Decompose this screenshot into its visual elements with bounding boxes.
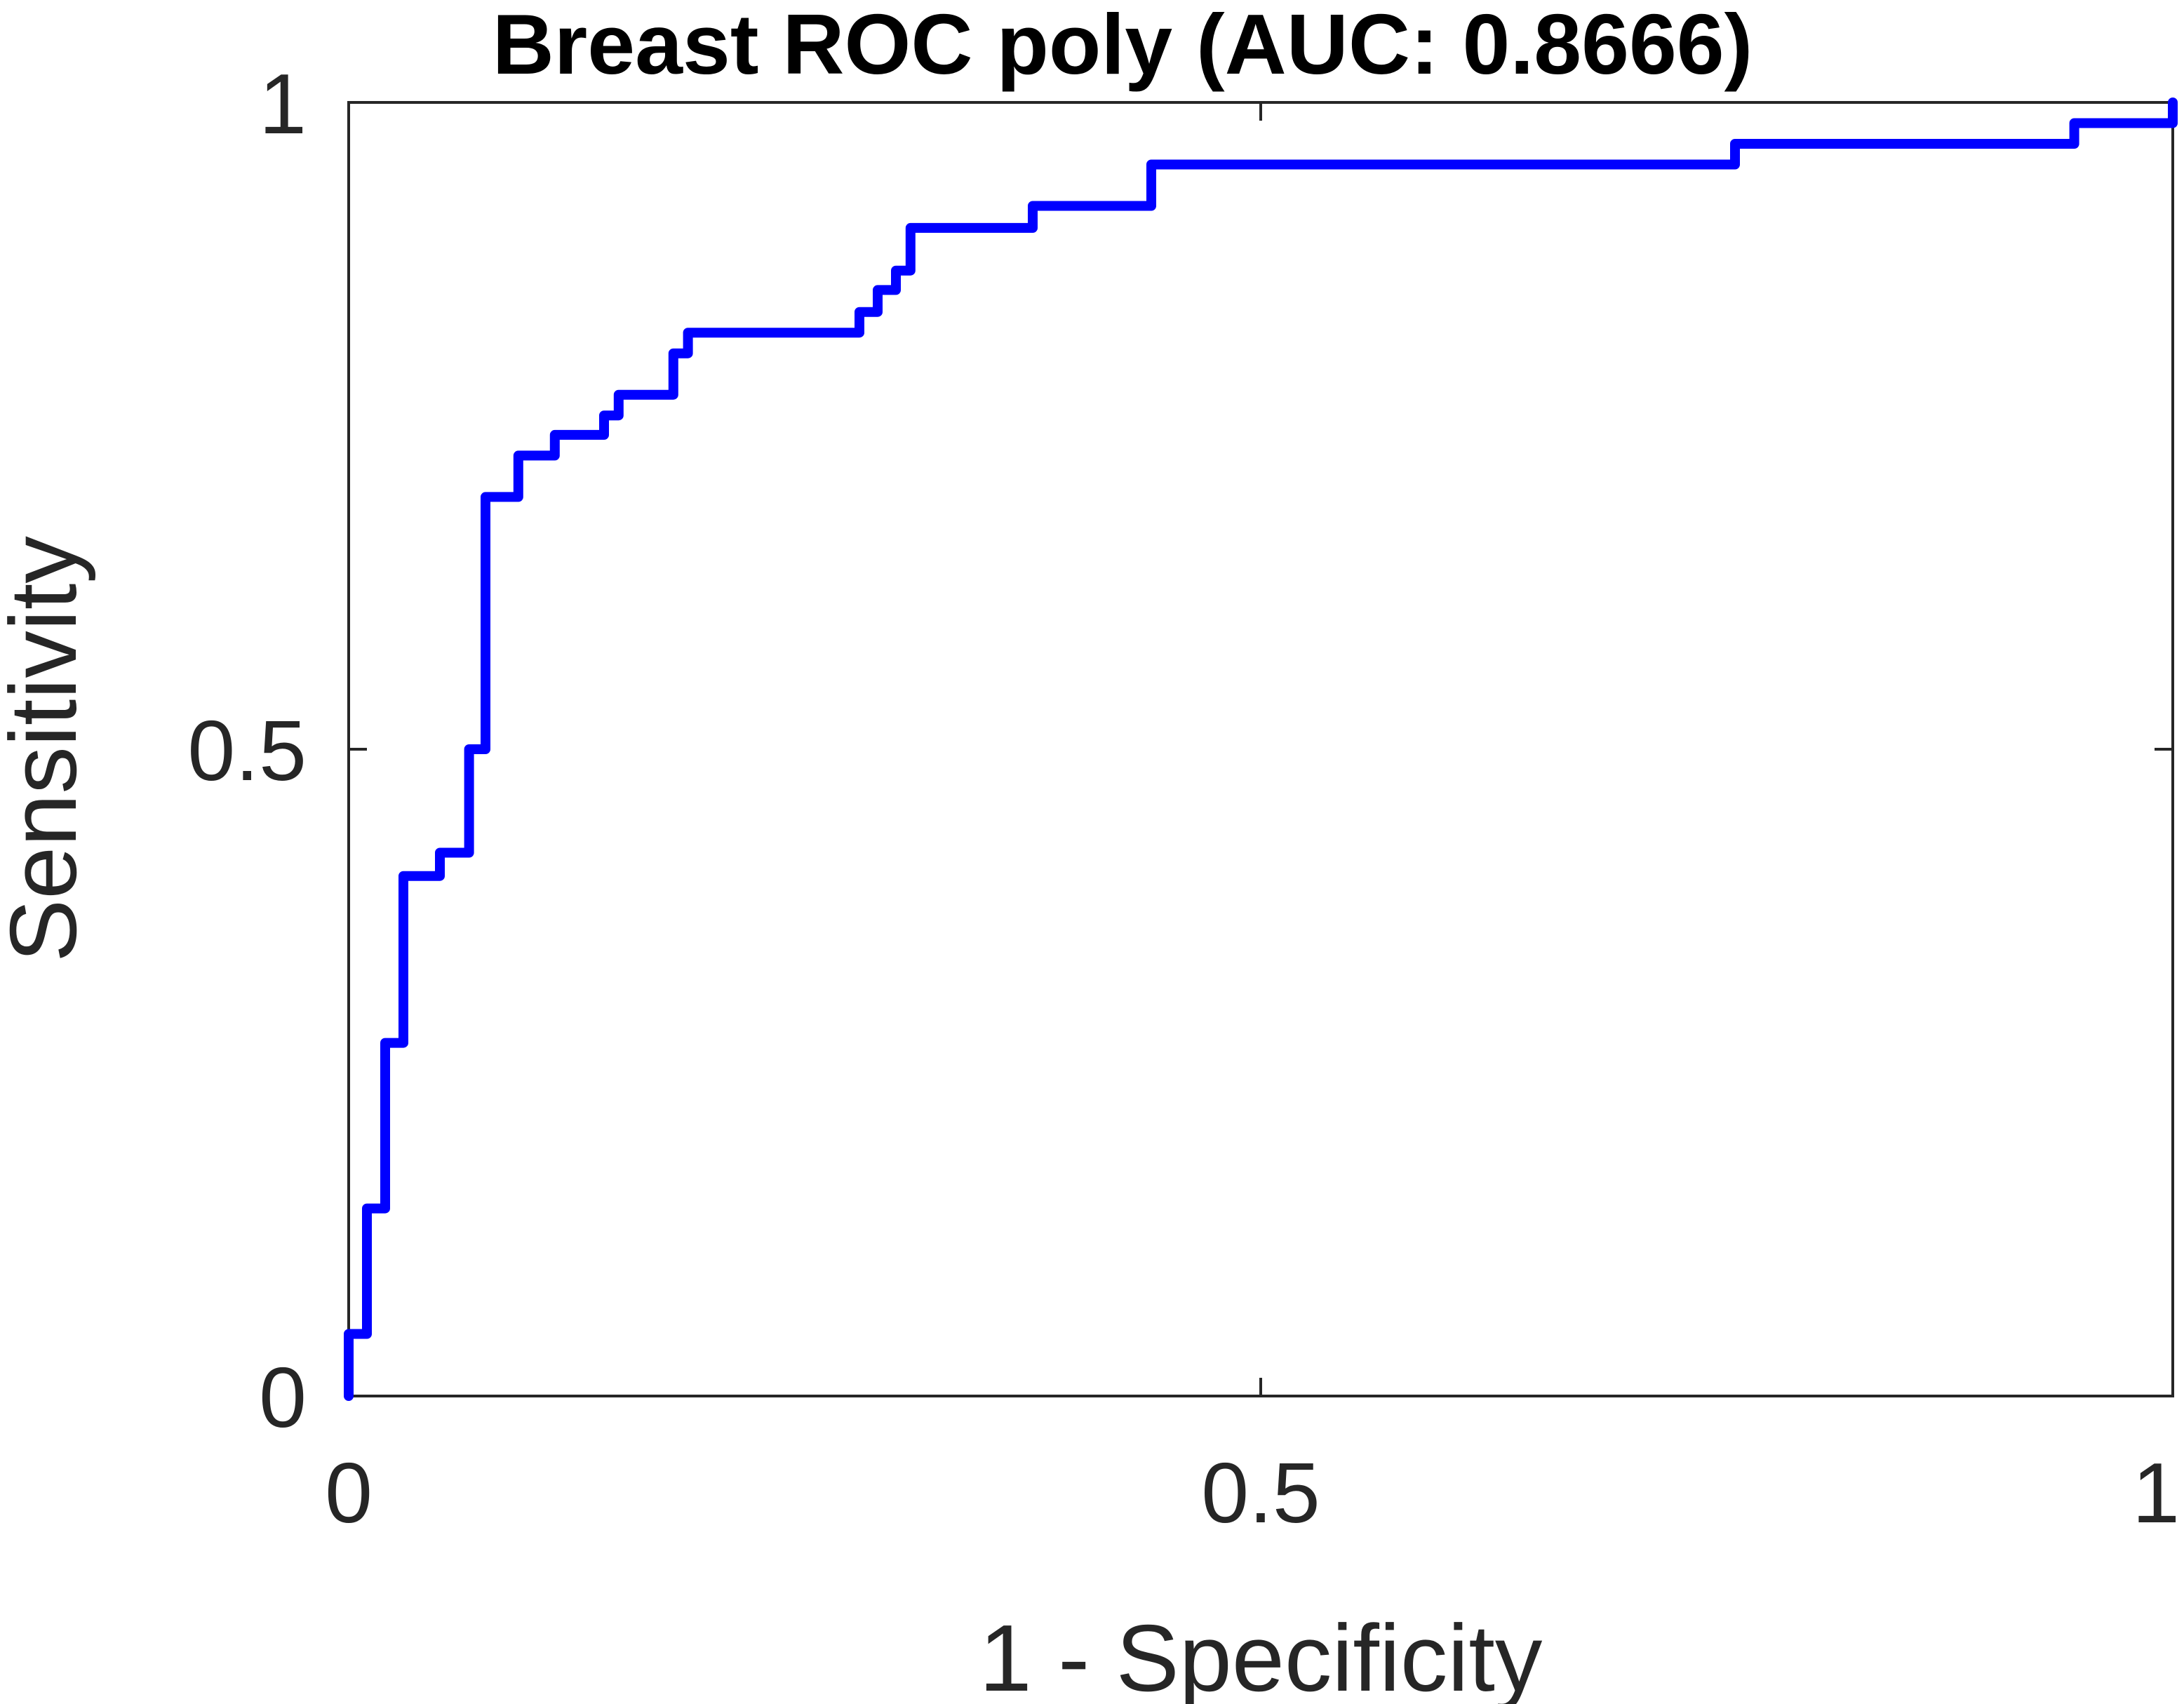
y-axis-label: Sensitivity [0, 536, 96, 962]
x-tick-label: 0 [325, 1445, 373, 1541]
axis-tick-labels: 0 0.5 1 0 0.5 1 [187, 56, 2180, 1541]
chart-title: Breast ROC poly (AUC: 0.8666) [493, 0, 1753, 92]
x-tick-label: 0.5 [1201, 1445, 1320, 1541]
roc-series [344, 98, 2178, 1401]
y-tick-label: 0.5 [187, 703, 307, 798]
x-tick-label: 1 [2132, 1445, 2180, 1541]
x-axis-label: 1 - Specificity [979, 1605, 1543, 1704]
y-tick-label: 1 [259, 56, 307, 152]
y-tick-label: 0 [259, 1350, 307, 1445]
roc-curve-line [344, 98, 2178, 1401]
plot-area [347, 101, 2174, 1397]
axis-ticks [347, 101, 2174, 1397]
